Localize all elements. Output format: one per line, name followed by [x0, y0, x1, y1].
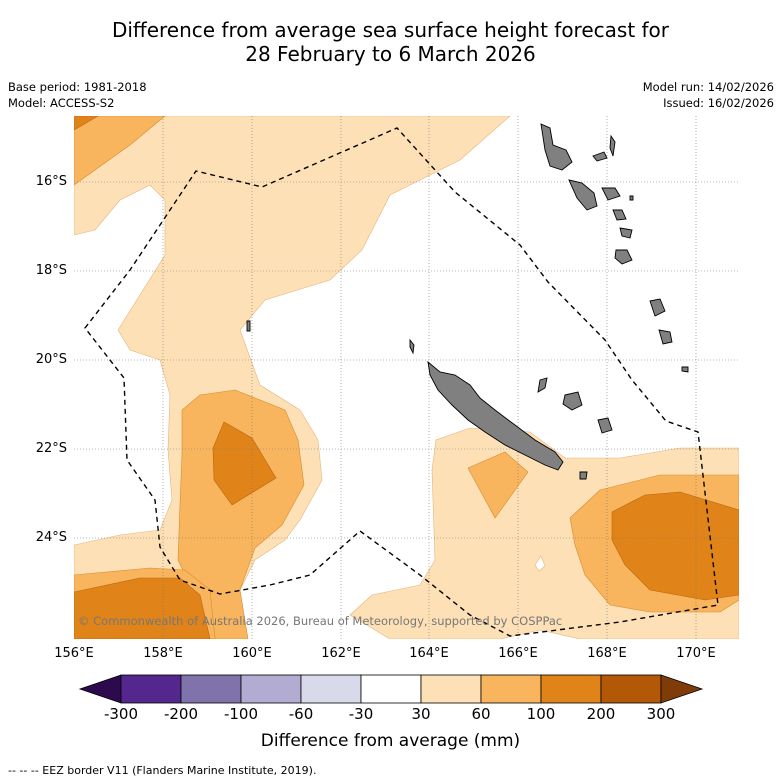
colorbar-tick-label: 200 — [586, 705, 616, 723]
colorbar-tick-label: 300 — [646, 705, 676, 723]
colorbar-extend-low — [78, 674, 122, 704]
base-period: Base period: 1981-2018 — [8, 80, 147, 94]
lon-label: 164°E — [409, 646, 449, 661]
model-name: Model: ACCESS-S2 — [8, 96, 115, 110]
model-run: Model run: 14/02/2026 — [642, 80, 774, 94]
loyalty-island-mare — [597, 417, 613, 434]
lon-label: 168°E — [587, 646, 627, 661]
colorbar-swatch — [120, 674, 182, 704]
vanuatu-aneityum — [658, 329, 673, 345]
colorbar-tick-label: 60 — [471, 705, 491, 723]
islet-c — [409, 338, 415, 355]
anomaly-100-200-region — [74, 116, 739, 639]
eez-border — [84, 127, 719, 637]
colorbar-swatch — [420, 674, 482, 704]
lon-label: 158°E — [143, 646, 183, 661]
eez-legend-footer: -- -- -- EEZ border V11 (Flanders Marine… — [8, 764, 317, 777]
lat-label: 24°S — [35, 530, 67, 545]
colorbar-swatch — [480, 674, 542, 704]
meta-right: Model run: 14/02/2026 Issued: 16/02/2026 — [643, 79, 774, 111]
colorbar-swatch — [600, 674, 662, 704]
colorbar-title: Difference from average (mm) — [260, 731, 521, 751]
colorbar-tick-label: 30 — [411, 705, 431, 723]
colorbar-swatch — [180, 674, 242, 704]
colorbar-tick-label: -200 — [163, 705, 199, 723]
land-masses — [246, 123, 689, 480]
colorbar-swatch — [300, 674, 362, 704]
lon-label: 166°E — [498, 646, 538, 661]
map-title-line2: 28 February to 6 March 2026 — [245, 42, 536, 66]
vanuatu-island-c — [609, 134, 616, 157]
map-title: Difference from average sea surface heig… — [0, 18, 781, 66]
colorbar-tick-label: -30 — [348, 705, 374, 723]
islet-b — [246, 320, 251, 332]
colorbar — [78, 674, 704, 704]
vanuatu-island-a — [592, 151, 608, 162]
colorbar-tick-label: -300 — [103, 705, 139, 723]
copyright-notice: © Commonwealth of Australia 2026, Bureau… — [78, 614, 563, 628]
colorbar-tick-label: -100 — [223, 705, 259, 723]
vanuatu-espiritu-santo — [540, 123, 573, 171]
meta-left: Base period: 1981-2018 Model: ACCESS-S2 — [8, 79, 147, 111]
vanuatu-tanna — [614, 249, 633, 265]
vanuatu-efate — [612, 209, 627, 221]
loyalty-island-lifou — [562, 391, 583, 411]
new-caledonia-island — [427, 360, 564, 471]
vanuatu-malakula — [568, 179, 598, 211]
colorbar-swatch — [540, 674, 602, 704]
islet-d — [629, 195, 634, 201]
vanuatu-erromango — [649, 298, 666, 317]
colorbar-swatch — [360, 674, 422, 704]
colorbar-extend-high — [660, 674, 704, 704]
isle-of-pines — [579, 471, 588, 480]
map-title-line1: Difference from average sea surface heig… — [111, 18, 670, 42]
lat-label: 18°S — [35, 263, 67, 278]
lat-label: 20°S — [35, 352, 67, 367]
loyalty-island-ouvea — [537, 377, 548, 393]
issued-date: Issued: 16/02/2026 — [663, 96, 774, 110]
vanuatu-island-d — [619, 227, 633, 239]
lat-label: 16°S — [35, 174, 67, 189]
lat-label: 22°S — [35, 441, 67, 456]
lon-label: 156°E — [54, 646, 94, 661]
lon-label: 162°E — [321, 646, 361, 661]
lon-label: 170°E — [676, 646, 716, 661]
vanuatu-island-b — [601, 187, 621, 201]
lon-label: 160°E — [232, 646, 272, 661]
colorbar-tick-label: -60 — [288, 705, 314, 723]
map-area — [74, 116, 739, 639]
colorbar-swatch — [240, 674, 302, 704]
colorbar-tick-label: 100 — [526, 705, 556, 723]
islet-a — [681, 366, 689, 373]
